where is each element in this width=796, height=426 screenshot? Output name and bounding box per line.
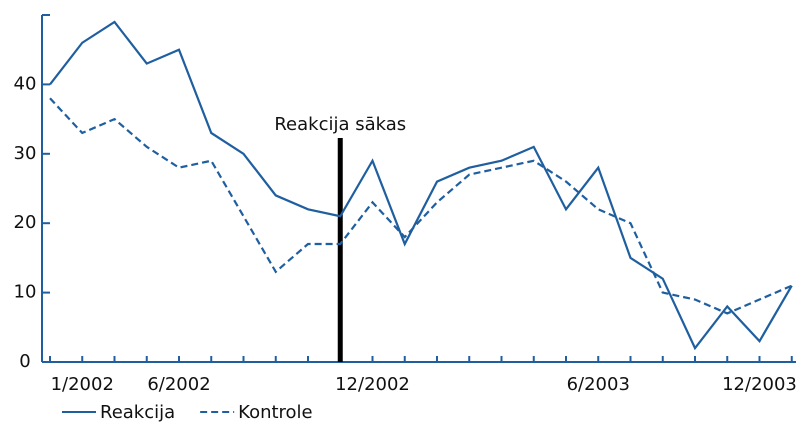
- y-tick-label: 20: [14, 212, 37, 233]
- x-tick-label: 6/2002: [147, 374, 210, 395]
- series-line: [49, 20, 793, 351]
- legend-label: Reakcija: [100, 402, 175, 423]
- x-tick-label: 12/2002: [335, 374, 410, 395]
- y-tick-label: 30: [14, 143, 37, 164]
- x-tick-label: 1/2002: [51, 374, 114, 395]
- x-tick-label: 12/2003: [722, 374, 796, 395]
- series-line: [49, 97, 793, 315]
- y-tick-label: 0: [19, 351, 30, 372]
- x-tick-label: 6/2003: [567, 374, 630, 395]
- y-tick-label: 40: [14, 73, 37, 94]
- y-tick-label: 10: [14, 282, 37, 303]
- legend-label: Kontrole: [238, 402, 312, 423]
- annotation-text: Reakcija sākas: [274, 114, 406, 135]
